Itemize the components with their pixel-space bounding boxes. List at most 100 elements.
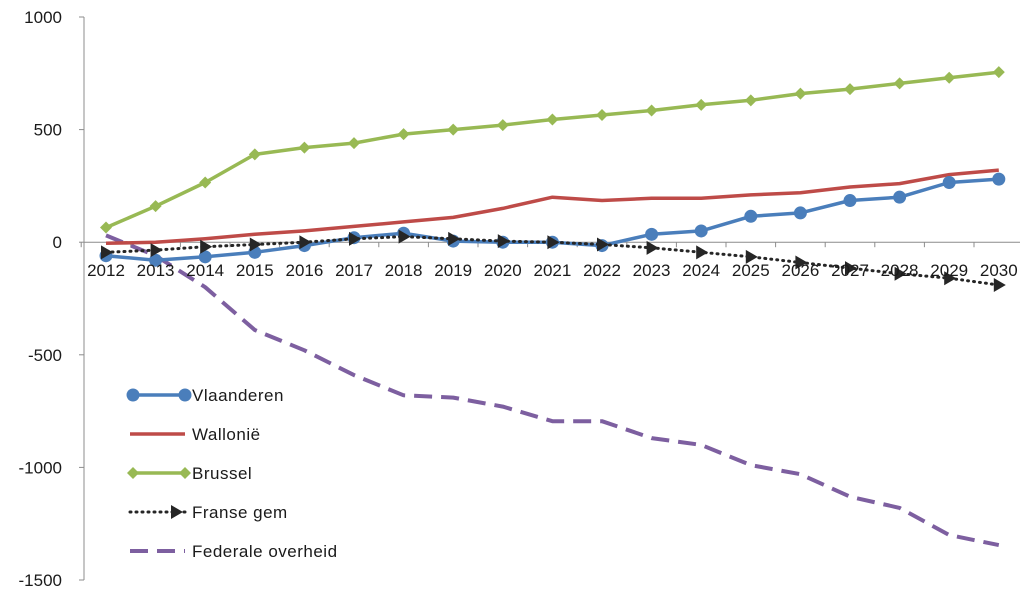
data-point-vlaanderen	[793, 206, 807, 220]
x-tick-label: 2018	[385, 261, 423, 280]
data-point-franse-gem	[349, 231, 361, 246]
legend: Vlaanderen Wallonië Brussel Franse gem Feder…	[126, 386, 338, 561]
data-point-franse-gem	[745, 249, 758, 264]
data-point-vlaanderen	[992, 172, 1006, 186]
y-tick-labels: 1000 500 0 -500 -1000 -1500	[19, 8, 62, 590]
legend-marker	[127, 467, 139, 479]
x-tick-label: 2021	[533, 261, 571, 280]
data-point-franse-gem	[894, 266, 907, 281]
x-tick-label: 2016	[285, 261, 323, 280]
x-tick-label: 2025	[732, 261, 770, 280]
y-tick-label: 500	[34, 121, 62, 140]
data-point-brussel	[199, 176, 212, 189]
data-point-brussel	[447, 123, 460, 136]
legend-marker	[171, 505, 183, 519]
data-point-franse-gem	[845, 261, 857, 276]
legend-marker	[179, 467, 191, 479]
data-point-brussel	[248, 148, 261, 161]
data-point-vlaanderen	[694, 224, 708, 238]
data-point-brussel	[943, 71, 956, 84]
x-tick-labels: 2012 2013 2014 2015 2016 2017 2018 2019 2020 2021…	[87, 261, 1018, 280]
legend-label: Franse gem	[192, 503, 288, 522]
data-point-franse-gem	[249, 237, 262, 252]
data-point-franse-gem	[646, 240, 659, 255]
y-tick-label: -1000	[19, 458, 62, 477]
data-point-franse-gem	[795, 255, 808, 270]
series-franse-gem	[101, 229, 1006, 292]
x-tick-label: 2024	[682, 261, 720, 280]
x-tick-label: 2019	[434, 261, 472, 280]
x-tick-label: 2026	[781, 261, 819, 280]
data-point-brussel	[546, 113, 559, 126]
legend-label: Federale overheid	[192, 542, 338, 561]
data-point-franse-gem	[150, 243, 163, 258]
data-point-franse-gem	[299, 235, 312, 250]
x-tick-label: 2027	[831, 261, 869, 280]
y-tick-label: 1000	[24, 8, 62, 27]
data-point-franse-gem	[398, 229, 411, 244]
series-walloni-	[105, 168, 999, 246]
series-line-walloni-	[105, 168, 999, 246]
data-point-brussel	[397, 128, 410, 141]
data-point-franse-gem	[597, 237, 609, 252]
legend-marker	[126, 388, 140, 402]
data-point-franse-gem	[993, 277, 1006, 292]
data-point-vlaanderen	[893, 190, 907, 204]
data-point-brussel	[496, 119, 509, 132]
y-tick-label: -500	[28, 346, 62, 365]
data-point-franse-gem	[101, 245, 113, 260]
legend-label: Vlaanderen	[192, 386, 284, 405]
y-tick-label: -1500	[19, 571, 62, 590]
data-point-franse-gem	[448, 231, 461, 246]
data-point-vlaanderen	[744, 209, 758, 223]
data-point-brussel	[645, 104, 658, 117]
x-tick-label: 2012	[87, 261, 125, 280]
data-point-vlaanderen	[198, 250, 212, 264]
legend-item-walloni-: Wallonië	[130, 425, 261, 444]
data-point-brussel	[893, 77, 906, 90]
series-line-federale-overheid	[105, 233, 1000, 548]
data-point-vlaanderen	[843, 194, 857, 208]
data-point-brussel	[596, 108, 608, 121]
data-point-vlaanderen	[149, 253, 163, 267]
x-tick-label: 2030	[980, 261, 1018, 280]
legend-label: Wallonië	[192, 425, 261, 444]
data-point-brussel	[695, 98, 708, 111]
series-line-brussel	[105, 70, 999, 230]
legend-item-vlaanderen: Vlaanderen	[126, 386, 284, 405]
x-tick-label: 2020	[484, 261, 522, 280]
series-lines	[99, 66, 1006, 548]
legend-label: Brussel	[192, 464, 252, 483]
x-tick-label: 2028	[881, 261, 919, 280]
y-tick-label: 0	[53, 233, 62, 252]
x-tick-label: 2023	[633, 261, 671, 280]
legend-item-brussel: Brussel	[127, 464, 252, 483]
series-brussel	[100, 66, 1005, 234]
x-tick-label: 2017	[335, 261, 373, 280]
legend-item-federale-overheid: Federale overheid	[130, 542, 338, 561]
data-point-brussel	[348, 137, 360, 150]
data-point-brussel	[298, 141, 311, 154]
legend-item-franse-gem: Franse gem	[128, 503, 288, 522]
data-point-franse-gem	[200, 239, 213, 254]
data-point-brussel	[100, 221, 112, 234]
x-tick-label: 2029	[930, 261, 968, 280]
axes	[79, 16, 1020, 581]
data-point-brussel	[149, 200, 162, 213]
data-point-franse-gem	[696, 245, 709, 260]
data-point-vlaanderen	[645, 227, 659, 241]
x-tick-label: 2013	[137, 261, 175, 280]
x-tick-label: 2014	[186, 261, 224, 280]
legend-marker	[178, 388, 192, 402]
data-point-brussel	[844, 83, 856, 96]
data-point-franse-gem	[944, 271, 957, 286]
data-point-brussel	[744, 94, 757, 107]
data-point-vlaanderen	[942, 176, 956, 190]
data-point-franse-gem	[497, 234, 510, 249]
data-point-brussel	[794, 87, 807, 100]
x-tick-label: 2022	[583, 261, 621, 280]
data-point-franse-gem	[547, 235, 560, 250]
data-point-brussel	[992, 66, 1005, 79]
